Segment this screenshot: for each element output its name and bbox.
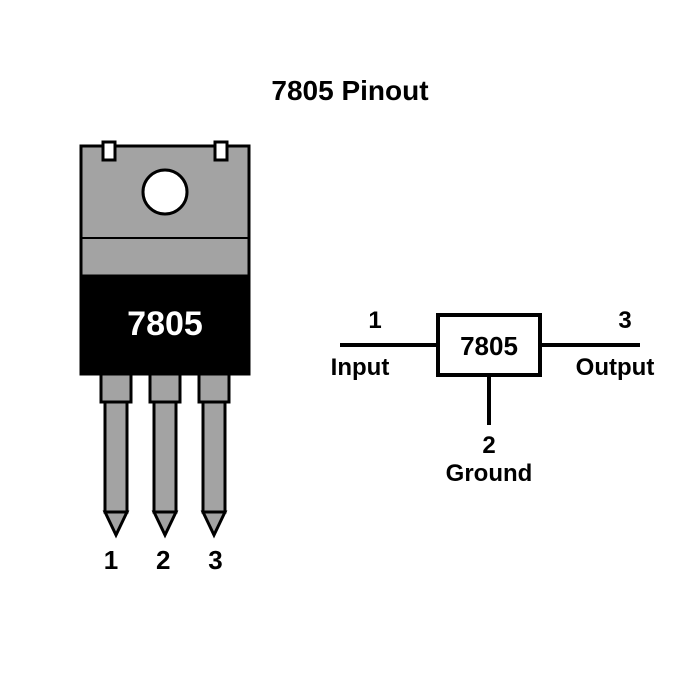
to220-package: 7805 <box>75 140 255 540</box>
diagram-title: 7805 Pinout <box>0 75 700 107</box>
lead-2 <box>150 374 180 535</box>
pin-number-3: 3 <box>195 545 235 576</box>
pin1-num: 1 <box>368 307 381 334</box>
lead-3 <box>199 374 229 535</box>
pin3-name: Output <box>576 354 655 381</box>
tab-notch-right <box>215 142 227 160</box>
pin2-num: 2 <box>482 432 495 459</box>
lead-1 <box>101 374 131 535</box>
schematic-symbol: 7805 1 Input 3 Output 2 Ground <box>320 295 660 495</box>
mounting-hole <box>143 170 187 214</box>
pin1-name: Input <box>331 354 390 381</box>
pin2-name: Ground <box>446 460 533 487</box>
part-label: 7805 <box>127 305 203 343</box>
pin3-num: 3 <box>618 307 631 334</box>
tab-notch-left <box>103 142 115 160</box>
pin-numbers-row: 1 2 3 <box>75 545 235 576</box>
pin-number-1: 1 <box>91 545 131 576</box>
ic-box-label: 7805 <box>460 331 518 361</box>
pin-number-2: 2 <box>143 545 183 576</box>
